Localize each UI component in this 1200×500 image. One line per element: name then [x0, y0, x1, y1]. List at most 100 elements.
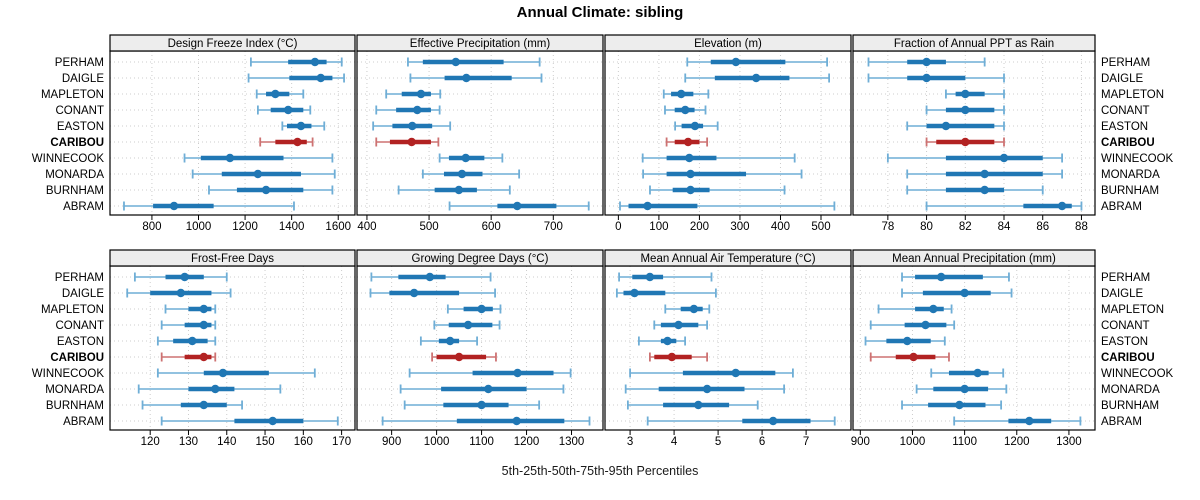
median-dot — [513, 201, 522, 211]
station-label-left: WINNECOOK — [32, 368, 105, 380]
median-dot — [169, 201, 179, 211]
axis-tick-label: 900 — [851, 436, 870, 448]
median-dot — [454, 352, 464, 362]
station-label-right: MAPLETON — [1101, 304, 1164, 316]
station-label-left: MAPLETON — [41, 304, 104, 316]
panel-title: Elevation (m) — [694, 38, 762, 50]
station-label-right: CARIBOU — [1101, 137, 1155, 149]
station-label-left: CONANT — [55, 105, 104, 117]
median-dot — [961, 105, 970, 115]
station-label-right: PERHAM — [1101, 57, 1150, 69]
panel-strip — [852, 34, 1096, 52]
axis-tick-label: 7 — [803, 436, 809, 448]
axis-tick-label: 82 — [959, 221, 972, 233]
median-dot — [921, 320, 930, 330]
median-dot — [674, 320, 683, 330]
axis-tick-label: 86 — [1036, 221, 1049, 233]
axis-tick-label: 400 — [771, 221, 790, 233]
station-label-right: ABRAM — [1101, 416, 1142, 428]
median-dot — [477, 304, 486, 314]
station-label-left: MONARDA — [45, 169, 104, 181]
median-dot — [690, 121, 700, 131]
station-label-left: MONARDA — [45, 384, 104, 396]
median-dot — [457, 169, 467, 179]
axis-tick-label: 900 — [382, 436, 401, 448]
median-dot — [451, 57, 460, 67]
median-dot — [961, 89, 970, 99]
median-dot — [941, 121, 951, 131]
station-label-right: DAIGLE — [1101, 288, 1144, 300]
median-dot — [296, 121, 306, 131]
panel-strip — [852, 249, 1096, 267]
panel-title: Fraction of Annual PPT as Rain — [894, 38, 1054, 50]
median-dot — [751, 73, 761, 83]
axis-tick-label: 1300 — [1056, 436, 1082, 448]
panel-strip — [604, 249, 852, 267]
median-dot — [936, 272, 946, 282]
panel-title: Frost-Free Days — [191, 253, 274, 265]
median-dot — [199, 400, 208, 410]
axis-tick-label: 200 — [690, 221, 709, 233]
axis-tick-label: 1200 — [514, 436, 540, 448]
station-label-left: CONANT — [55, 320, 104, 332]
panel-strip — [356, 249, 604, 267]
station-label-right: BURNHAM — [1101, 185, 1159, 197]
axis-tick-label: 800 — [142, 221, 161, 233]
axis-tick-label: 100 — [649, 221, 668, 233]
median-dot — [199, 352, 208, 362]
median-dot — [408, 121, 417, 131]
median-dot — [261, 185, 271, 195]
axis-tick-label: 78 — [881, 221, 894, 233]
median-dot — [484, 384, 493, 394]
median-dot — [630, 288, 639, 298]
median-dot — [667, 352, 677, 362]
median-dot — [645, 272, 655, 282]
median-dot — [271, 89, 280, 99]
station-label-right: WINNECOOK — [1101, 153, 1174, 165]
station-label-right: CONANT — [1101, 105, 1150, 117]
panel-title: Effective Precipitation (mm) — [410, 38, 551, 50]
axis-tick-label: 1300 — [559, 436, 585, 448]
median-dot — [955, 400, 964, 410]
median-dot — [513, 368, 522, 378]
station-label-left: WINNECOOK — [32, 153, 105, 165]
median-dot — [768, 416, 778, 426]
median-dot — [416, 89, 426, 99]
panel-title: Growing Degree Days (°C) — [412, 253, 549, 265]
station-label-left: DAIGLE — [62, 73, 105, 85]
axis-tick-label: 130 — [179, 436, 198, 448]
station-label-left: DAIGLE — [62, 288, 105, 300]
median-dot — [922, 73, 931, 83]
panel-strip — [604, 34, 852, 52]
median-dot — [199, 304, 208, 314]
station-label-right: CARIBOU — [1101, 352, 1155, 364]
axis-tick-label: 500 — [419, 221, 438, 233]
axis-tick-label: 700 — [544, 221, 563, 233]
median-dot — [686, 185, 695, 195]
median-dot — [425, 272, 435, 282]
axis-tick-label: 500 — [811, 221, 830, 233]
median-dot — [316, 73, 325, 83]
median-dot — [973, 368, 982, 378]
axis-tick-label: 1600 — [325, 221, 351, 233]
axis-tick-label: 600 — [482, 221, 501, 233]
median-dot — [188, 336, 197, 346]
station-label-left: CARIBOU — [50, 137, 104, 149]
median-dot — [310, 57, 320, 67]
axis-tick-label: 1400 — [279, 221, 305, 233]
axis-tick-label: 1000 — [424, 436, 450, 448]
median-dot — [225, 153, 235, 163]
median-dot — [731, 57, 741, 67]
median-dot — [1057, 201, 1067, 211]
median-dot — [1025, 416, 1034, 426]
station-label-right: MONARDA — [1101, 384, 1160, 396]
station-label-left: BURNHAM — [46, 400, 104, 412]
median-dot — [694, 400, 703, 410]
station-label-left: BURNHAM — [46, 185, 104, 197]
median-dot — [463, 320, 473, 330]
figure-title: Annual Climate: sibling — [516, 4, 684, 21]
axis-tick-label: 4 — [671, 436, 678, 448]
axis-tick-label: 84 — [998, 221, 1011, 233]
